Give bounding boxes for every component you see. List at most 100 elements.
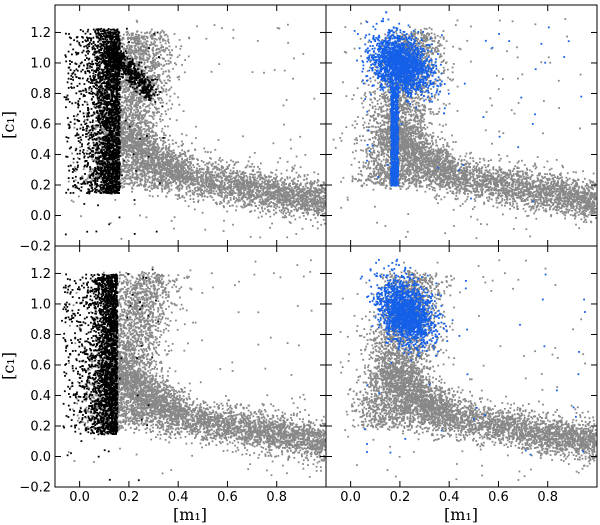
gray-point-top-left-4312	[306, 182, 308, 184]
gray-point-top-left-1101	[125, 91, 127, 93]
gray-point-top-left-2108	[88, 175, 90, 177]
gray-point-top-left-1509	[128, 116, 130, 118]
gray-point-top-left-4983	[266, 192, 268, 194]
gray-point-top-left-883	[154, 99, 156, 101]
gray-point-top-left-546	[144, 32, 146, 34]
gray-point-top-left-3879	[153, 160, 155, 162]
gray-point-top-left-4813	[160, 175, 162, 177]
gray-point-top-left-3053	[145, 125, 147, 127]
gray-point-top-left-4008	[224, 183, 226, 185]
gray-point-top-left-4918	[250, 196, 252, 198]
gray-point-top-left-519	[160, 97, 162, 99]
gray-point-top-left-4409	[312, 200, 314, 202]
gray-point-top-left-4141	[201, 194, 203, 196]
gray-point-top-left-2783	[173, 155, 175, 157]
gray-point-top-left-390	[172, 68, 174, 70]
gray-point-top-left-4108	[182, 176, 184, 178]
gray-point-top-left-533	[168, 60, 170, 62]
gray-point-top-left-2080	[140, 56, 142, 58]
gray-point-top-left-4175	[213, 199, 215, 201]
gray-point-top-left-1608	[136, 61, 138, 63]
gray-point-top-left-4809	[167, 180, 169, 182]
gray-point-top-left-2256	[181, 149, 183, 151]
gray-point-top-left-2563	[129, 154, 131, 156]
gray-point-top-left-3472	[182, 180, 184, 182]
gray-point-top-left-4940	[278, 202, 280, 204]
gray-point-top-left-1185	[171, 55, 173, 57]
gray-point-top-left-4459	[303, 179, 305, 181]
gray-point-top-left-715	[162, 128, 164, 130]
gray-point-top-left-2689	[106, 133, 108, 135]
gray-point-top-left-1497	[146, 129, 148, 131]
gray-point-top-left-410	[121, 182, 123, 184]
gray-point-top-left-4637	[236, 170, 238, 172]
gray-point-top-left-3897	[165, 177, 167, 179]
gray-point-top-left-513	[156, 122, 158, 124]
gray-point-top-left-4394	[167, 163, 169, 165]
gray-point-top-left-1829	[140, 107, 142, 109]
gray-point-top-left-3663	[201, 196, 203, 198]
gray-point-top-left-3099	[153, 152, 155, 154]
gray-point-top-left-1319	[169, 96, 171, 98]
gray-point-top-left-2072	[133, 94, 135, 96]
gray-point-top-left-2155	[162, 88, 164, 90]
gray-point-top-left-2168	[137, 44, 139, 46]
gray-point-top-left-1750	[148, 58, 150, 60]
gray-point-top-left-1944	[163, 32, 165, 34]
gray-point-top-left-4868	[218, 174, 220, 176]
gray-point-top-left-735	[87, 150, 89, 152]
gray-point-top-left-4979	[153, 168, 155, 170]
gray-point-top-left-4491	[242, 207, 244, 209]
gray-point-top-left-3872	[176, 161, 178, 163]
gray-point-top-left-3590	[271, 179, 273, 181]
gray-point-top-left-1016	[164, 34, 166, 36]
gray-point-top-left-964	[135, 99, 137, 101]
gray-point-top-left-1506	[121, 185, 123, 187]
gray-point-top-left-3568	[142, 152, 144, 154]
gray-point-top-left-3715	[236, 206, 238, 208]
gray-point-top-left-4789	[171, 176, 173, 178]
gray-point-top-left-2150	[156, 180, 158, 182]
gray-point-top-left-4892	[131, 176, 133, 178]
gray-point-top-left-3123	[314, 206, 316, 208]
gray-point-top-left-4706	[323, 195, 325, 197]
gray-point-top-left-4822	[263, 178, 265, 180]
gray-point-top-left-2992	[151, 136, 153, 138]
gray-point-top-left-3149	[170, 160, 172, 162]
gray-point-top-left-4367	[135, 162, 137, 164]
gray-point-top-left-761	[138, 49, 140, 51]
gray-point-top-left-3111	[273, 214, 275, 216]
gray-point-top-left-1893	[126, 171, 128, 173]
gray-point-top-left-4099	[176, 186, 178, 188]
gray-point-top-left-2672	[161, 149, 163, 151]
gray-point-top-left-1779	[163, 39, 165, 41]
gray-point-top-left-1331	[161, 99, 163, 101]
gray-point-top-left-1452	[124, 170, 126, 172]
gray-point-top-left-4589	[186, 194, 188, 196]
gray-point-top-left-3002	[137, 122, 139, 124]
gray-point-top-left-3527	[285, 183, 287, 185]
gray-point-top-left-2817	[134, 117, 136, 119]
gray-point-top-left-2492	[131, 126, 133, 128]
gray-point-top-left-3657	[180, 173, 182, 175]
gray-point-top-left-4220	[192, 155, 194, 157]
gray-point-top-left-4864	[233, 186, 235, 188]
gray-point-top-left-3213	[254, 177, 256, 179]
gray-point-top-left-1814	[140, 100, 142, 102]
gray-point-top-left-4697	[178, 196, 180, 198]
gray-point-top-left-4736	[218, 176, 220, 178]
gray-point-top-left-3417	[213, 190, 215, 192]
gray-point-top-left-4370	[142, 175, 144, 177]
gray-point-top-left-2846	[169, 162, 171, 164]
gray-point-top-left-2880	[153, 135, 155, 137]
gray-point-top-left-1272	[126, 45, 128, 47]
gray-point-top-left-4384	[211, 197, 213, 199]
gray-point-top-left-2152	[125, 62, 127, 64]
gray-point-top-left-2173	[138, 41, 140, 43]
panel-top-left	[64, 20, 326, 240]
gray-point-top-left-4740	[167, 175, 169, 177]
gray-point-top-left-4627	[250, 187, 252, 189]
gray-point-top-left-4342	[140, 180, 142, 182]
gray-point-top-left-4584	[202, 176, 204, 178]
gray-point-top-left-4978	[264, 182, 266, 184]
